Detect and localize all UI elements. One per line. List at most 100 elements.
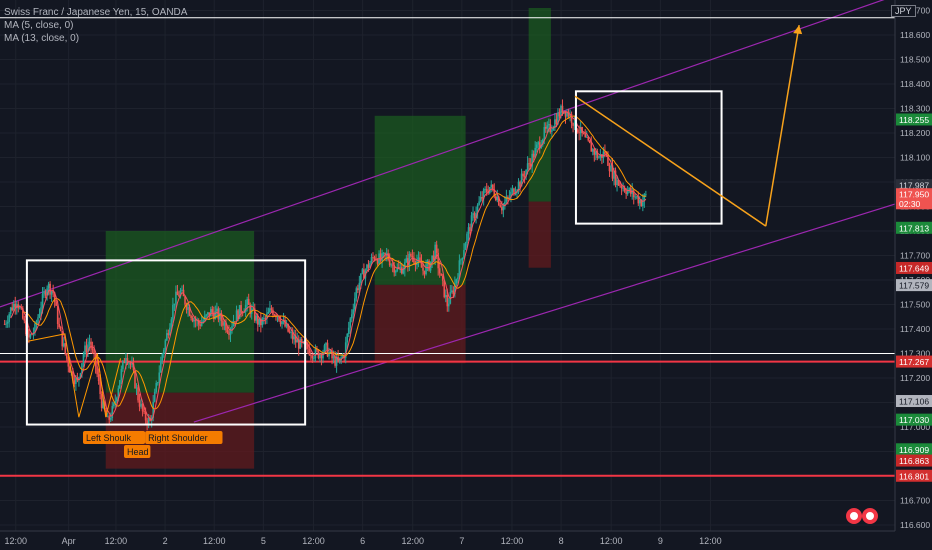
- candle-body: [18, 307, 21, 309]
- candle-body: [332, 356, 335, 359]
- candle-body: [326, 342, 329, 357]
- candle-body: [617, 180, 620, 186]
- candle-body: [626, 190, 629, 195]
- candle-body: [452, 290, 455, 295]
- candle-body: [225, 322, 227, 331]
- candle-body: [125, 358, 127, 363]
- candle-body: [164, 340, 167, 350]
- candle-body: [388, 259, 391, 266]
- candle-body: [405, 258, 408, 263]
- price-tick-label: 118.100: [900, 152, 930, 162]
- candle-body: [50, 291, 53, 295]
- price-marker-label: 117.987: [899, 181, 929, 191]
- candle-body: [632, 190, 635, 198]
- price-tick-label: 117.700: [900, 250, 930, 260]
- right-shoulder-label-bg: [145, 431, 223, 444]
- candle-body: [504, 201, 506, 205]
- candle-body: [620, 185, 623, 189]
- range-box: [25, 259, 307, 426]
- candle-body: [219, 312, 221, 320]
- candle-body: [513, 188, 515, 195]
- candle-body: [466, 233, 468, 244]
- candle-body: [169, 327, 171, 336]
- candle-body: [90, 341, 92, 349]
- candle-body: [238, 305, 241, 319]
- candle-body: [200, 322, 203, 326]
- candle-body: [455, 279, 458, 284]
- candle-body: [305, 343, 308, 345]
- candle-body: [572, 123, 574, 126]
- candle-body: [613, 170, 615, 179]
- candle-body: [347, 327, 350, 334]
- candle-body: [100, 393, 103, 408]
- right-shoulder-label-text: Right Shoulder: [148, 433, 208, 443]
- projection-arrow: [765, 25, 800, 227]
- alert-icon[interactable]: [862, 508, 878, 524]
- candle-body: [15, 304, 18, 308]
- record-icon[interactable]: [846, 508, 862, 524]
- candle-body: [472, 213, 474, 216]
- candle-body: [638, 200, 641, 204]
- candle-body: [307, 343, 309, 349]
- candle-body: [643, 194, 646, 201]
- candle-body: [209, 309, 212, 317]
- candle-body: [379, 253, 382, 261]
- range-box: [574, 90, 723, 225]
- ma13-legend[interactable]: MA (13, close, 0): [4, 33, 80, 44]
- candle-body: [129, 362, 132, 365]
- candle-body: [40, 307, 42, 314]
- candle-body: [507, 196, 509, 198]
- candle-body: [135, 387, 138, 389]
- candle-body: [59, 327, 62, 332]
- candle-body: [81, 363, 83, 374]
- candle-body: [346, 333, 349, 343]
- candle-body: [137, 387, 139, 401]
- currency-badge[interactable]: JPY: [891, 5, 916, 17]
- candle-body: [390, 264, 392, 266]
- candle-body: [595, 151, 597, 155]
- candle-body: [631, 190, 634, 194]
- candle-body: [635, 196, 638, 198]
- candle-body: [435, 244, 438, 253]
- left-shoulder-label-bg: [83, 431, 146, 444]
- candle-body: [64, 343, 67, 354]
- ma5-line: [10, 110, 647, 422]
- candle-body: [205, 314, 208, 316]
- candle-body: [357, 288, 359, 291]
- candle-body: [475, 213, 477, 219]
- candle-body: [170, 319, 173, 328]
- candle-body: [335, 356, 338, 366]
- candle-body: [161, 353, 164, 361]
- price-marker: [896, 261, 932, 274]
- candle-body: [634, 196, 637, 198]
- candle-body: [43, 291, 45, 294]
- ma5-legend[interactable]: MA (5, close, 0): [4, 20, 74, 31]
- candle-body: [463, 250, 465, 258]
- candle-body: [482, 189, 485, 199]
- chart-settings-button[interactable]: [846, 508, 880, 524]
- candle-body: [290, 332, 292, 333]
- candle-body: [299, 338, 302, 349]
- candle-body: [272, 309, 274, 315]
- candle-body: [153, 391, 156, 402]
- candle-body: [569, 114, 571, 117]
- candle-body: [310, 354, 312, 356]
- candle-body: [593, 149, 596, 155]
- candle-body: [366, 264, 368, 271]
- candle-body: [552, 127, 555, 131]
- candle-body: [253, 308, 256, 321]
- candle-body: [640, 200, 643, 206]
- chart-legend: Swiss Franc / Japanese Yen, 15, OANDA MA…: [4, 6, 187, 45]
- time-tick-label: 12:00: [203, 536, 226, 546]
- candle-body: [53, 292, 56, 302]
- candle-body: [46, 288, 48, 296]
- price-tick-label: 117.400: [900, 324, 930, 334]
- candle-body: [528, 163, 530, 165]
- candle-body: [561, 105, 564, 113]
- shoulder-pattern-line: [27, 333, 122, 418]
- candle-body: [576, 129, 579, 133]
- candle-body: [558, 112, 561, 117]
- symbol-title[interactable]: Swiss Franc / Japanese Yen, 15, OANDA: [4, 7, 188, 18]
- candle-body: [469, 227, 471, 231]
